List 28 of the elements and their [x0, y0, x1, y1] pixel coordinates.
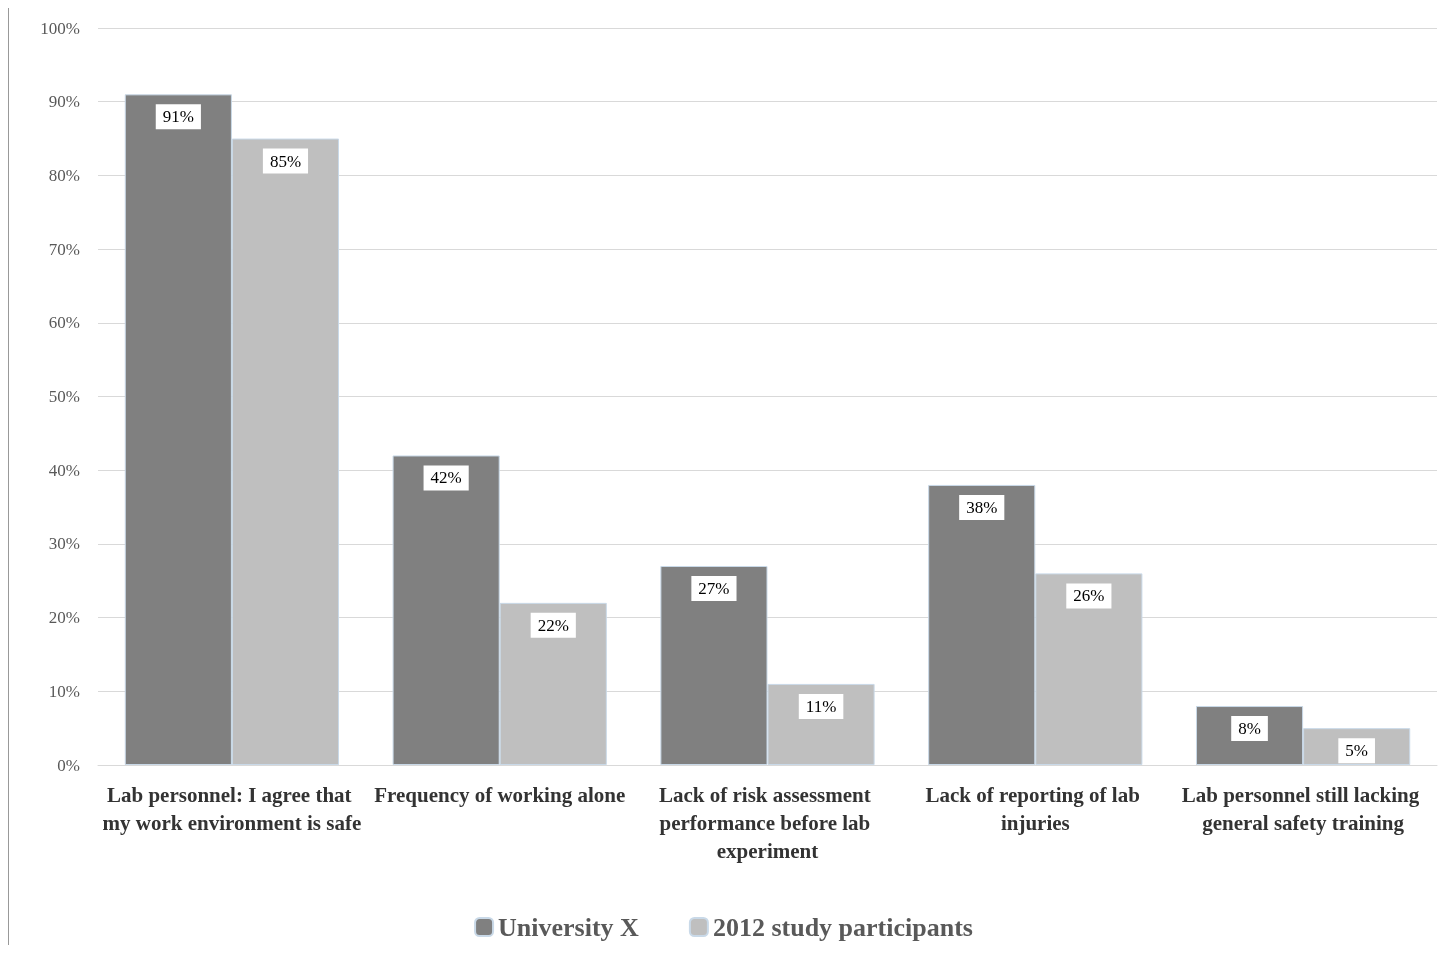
- data-label: 22%: [537, 615, 569, 635]
- legend-label: 2012 study participants: [712, 912, 973, 942]
- y-tick-label: 40%: [48, 460, 80, 480]
- data-label: 26%: [1073, 586, 1105, 606]
- y-tick-label: 60%: [48, 313, 80, 333]
- y-tick-label: 20%: [48, 608, 80, 628]
- x-tick-label: Frequency of working alone: [374, 783, 626, 807]
- y-tick-label: 10%: [48, 681, 80, 701]
- data-label: 42%: [430, 468, 462, 488]
- y-tick-label: 0%: [57, 755, 80, 775]
- data-label: 27%: [698, 579, 730, 599]
- y-tick-label: 50%: [48, 387, 80, 406]
- y-tick-label: 70%: [48, 239, 80, 259]
- data-label: 5%: [1345, 741, 1368, 761]
- data-label: 8%: [1238, 719, 1261, 739]
- x-tick-label: Lab personnel still lacking general safety training: [1181, 783, 1425, 835]
- legend-label: University X: [498, 912, 640, 942]
- x-tick-label: Lack of reporting of lab injuries: [925, 783, 1146, 835]
- y-tick-label: 80%: [48, 165, 80, 185]
- x-tick-label: Lack of risk assessment performance before lab experiment: [658, 783, 877, 863]
- data-label: 91%: [162, 107, 194, 127]
- x-tick-label: Lab personnel: I agree that my work environment is safe: [102, 783, 362, 835]
- y-tick-label: 100%: [40, 18, 80, 38]
- data-label: 11%: [805, 696, 837, 716]
- y-tick-label: 30%: [48, 534, 80, 554]
- data-label: 38%: [966, 497, 998, 517]
- data-label: 85%: [269, 151, 302, 171]
- y-tick-label: 90%: [48, 92, 80, 112]
